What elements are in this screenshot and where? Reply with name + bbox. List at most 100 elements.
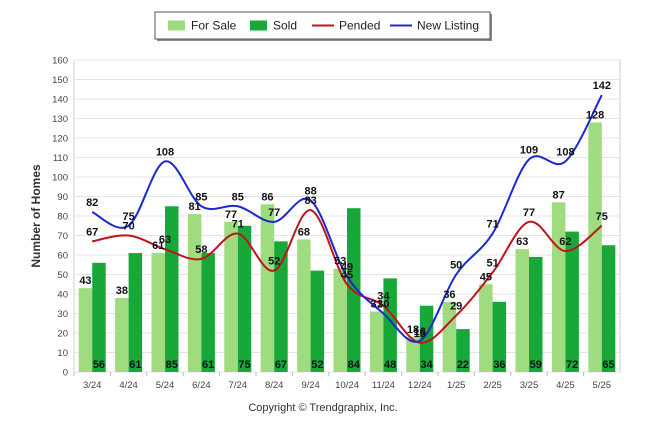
x-tick-label: 6/24 xyxy=(192,380,211,391)
data-label-pended: 70 xyxy=(122,221,134,233)
data-label-pended: 75 xyxy=(596,211,608,223)
bar-sold xyxy=(92,262,106,372)
legend-swatch-for-sale xyxy=(168,20,185,31)
y-tick-label: 150 xyxy=(52,75,68,86)
bar-sold xyxy=(310,270,325,372)
data-label-pended: 63 xyxy=(159,234,171,246)
bar-sold xyxy=(529,256,543,372)
legend-label-new-listing: New Listing xyxy=(417,19,479,33)
y-tick-label: 110 xyxy=(53,153,68,164)
data-label-new-listing: 49 xyxy=(341,261,353,273)
y-tick-label: 50 xyxy=(57,270,68,281)
data-label-sold: 48 xyxy=(384,359,396,371)
bar-for-sale xyxy=(115,297,129,372)
x-tick-label: 3/24 xyxy=(83,380,102,391)
data-label-for-sale: 43 xyxy=(79,275,91,287)
bar-sold xyxy=(165,206,179,372)
data-label-pended: 67 xyxy=(86,226,98,238)
legend-label-sold: Sold xyxy=(273,19,297,33)
y-tick-label: 0 xyxy=(63,368,68,379)
legend-label-for-sale: For Sale xyxy=(191,19,237,33)
bar-for-sale xyxy=(369,311,384,372)
x-tick-label: 5/24 xyxy=(156,380,175,391)
x-tick-label: 5/25 xyxy=(593,380,612,391)
data-label-for-sale: 128 xyxy=(586,109,604,121)
bar-for-sale xyxy=(260,204,275,372)
data-label-pended: 51 xyxy=(486,258,498,270)
data-label-for-sale: 45 xyxy=(480,271,492,283)
y-tick-label: 160 xyxy=(52,56,68,67)
data-label-pended: 34 xyxy=(377,291,390,303)
data-label-pended: 62 xyxy=(559,236,571,248)
data-label-pended: 45 xyxy=(341,269,353,281)
bar-for-sale xyxy=(78,288,93,372)
data-label-sold: 67 xyxy=(275,359,287,371)
data-label-sold: 61 xyxy=(202,359,214,371)
legend-label-pended: Pended xyxy=(339,19,380,33)
data-label-for-sale: 61 xyxy=(152,240,164,252)
new-listing-line xyxy=(91,94,603,343)
data-label-for-sale: 38 xyxy=(116,285,128,297)
data-label-for-sale: 18 xyxy=(407,324,419,336)
y-tick-label: 140 xyxy=(52,95,68,106)
data-label-pended: 83 xyxy=(304,195,316,207)
x-tick-label: 2/25 xyxy=(483,380,502,391)
data-label-for-sale: 36 xyxy=(443,289,455,301)
data-label-sold: 36 xyxy=(493,359,505,371)
bar-for-sale xyxy=(297,239,311,372)
data-label-new-listing: 108 xyxy=(556,146,574,158)
data-label-for-sale: 31 xyxy=(371,299,383,311)
data-label-new-listing: 85 xyxy=(232,191,244,203)
y-tick-label: 130 xyxy=(52,114,68,125)
data-label-sold: 22 xyxy=(457,359,469,371)
data-label-for-sale: 77 xyxy=(225,209,237,221)
x-tick-label: 1/25 xyxy=(447,380,466,391)
data-label-sold: 85 xyxy=(166,359,178,371)
bar-for-sale xyxy=(551,202,566,372)
y-tick-label: 120 xyxy=(52,134,68,145)
x-tick-label: 7/24 xyxy=(229,380,248,391)
data-label-sold: 84 xyxy=(348,359,361,371)
bar-sold xyxy=(128,253,143,372)
data-label-sold: 56 xyxy=(93,359,105,371)
data-label-for-sale: 87 xyxy=(553,189,565,201)
y-tick-label: 30 xyxy=(57,309,68,320)
bar-for-sale xyxy=(151,253,165,372)
data-label-pended: 52 xyxy=(268,256,280,268)
data-label-new-listing: 85 xyxy=(195,191,207,203)
bar-sold xyxy=(456,329,470,372)
bar-for-sale xyxy=(187,214,202,372)
data-label-sold: 34 xyxy=(420,359,433,371)
bar-sold xyxy=(237,225,252,372)
x-tick-label: 10/24 xyxy=(335,380,359,391)
data-label-for-sale: 63 xyxy=(516,236,528,248)
bar-for-sale xyxy=(224,221,238,372)
x-tick-label: 4/24 xyxy=(119,380,138,391)
data-label-new-listing: 16 xyxy=(414,326,426,338)
bar-sold xyxy=(601,245,616,372)
bar-for-sale xyxy=(333,268,347,372)
legend-swatch-sold xyxy=(250,20,267,31)
data-label-for-sale: 86 xyxy=(261,191,273,203)
copyright-text: Copyright © Trendgraphix, Inc. xyxy=(248,402,398,414)
data-label-sold: 75 xyxy=(238,359,250,371)
x-tick-label: 3/25 xyxy=(520,380,539,391)
bar-sold xyxy=(201,253,215,372)
data-label-new-listing: 108 xyxy=(156,146,174,158)
data-label-for-sale: 68 xyxy=(298,226,310,238)
bar-for-sale xyxy=(515,249,529,372)
x-tick-label: 8/24 xyxy=(265,380,284,391)
data-label-pended: 15 xyxy=(414,328,426,340)
y-tick-label: 60 xyxy=(57,251,68,262)
data-label-new-listing: 82 xyxy=(86,197,98,209)
y-tick-label: 20 xyxy=(57,329,68,340)
y-tick-label: 80 xyxy=(57,212,68,223)
bar-for-sale xyxy=(588,122,602,373)
data-label-new-listing: 30 xyxy=(377,299,389,311)
bar-sold xyxy=(565,231,579,372)
data-label-sold: 59 xyxy=(530,359,542,371)
data-label-new-listing: 142 xyxy=(593,80,611,92)
y-tick-label: 100 xyxy=(52,173,68,184)
